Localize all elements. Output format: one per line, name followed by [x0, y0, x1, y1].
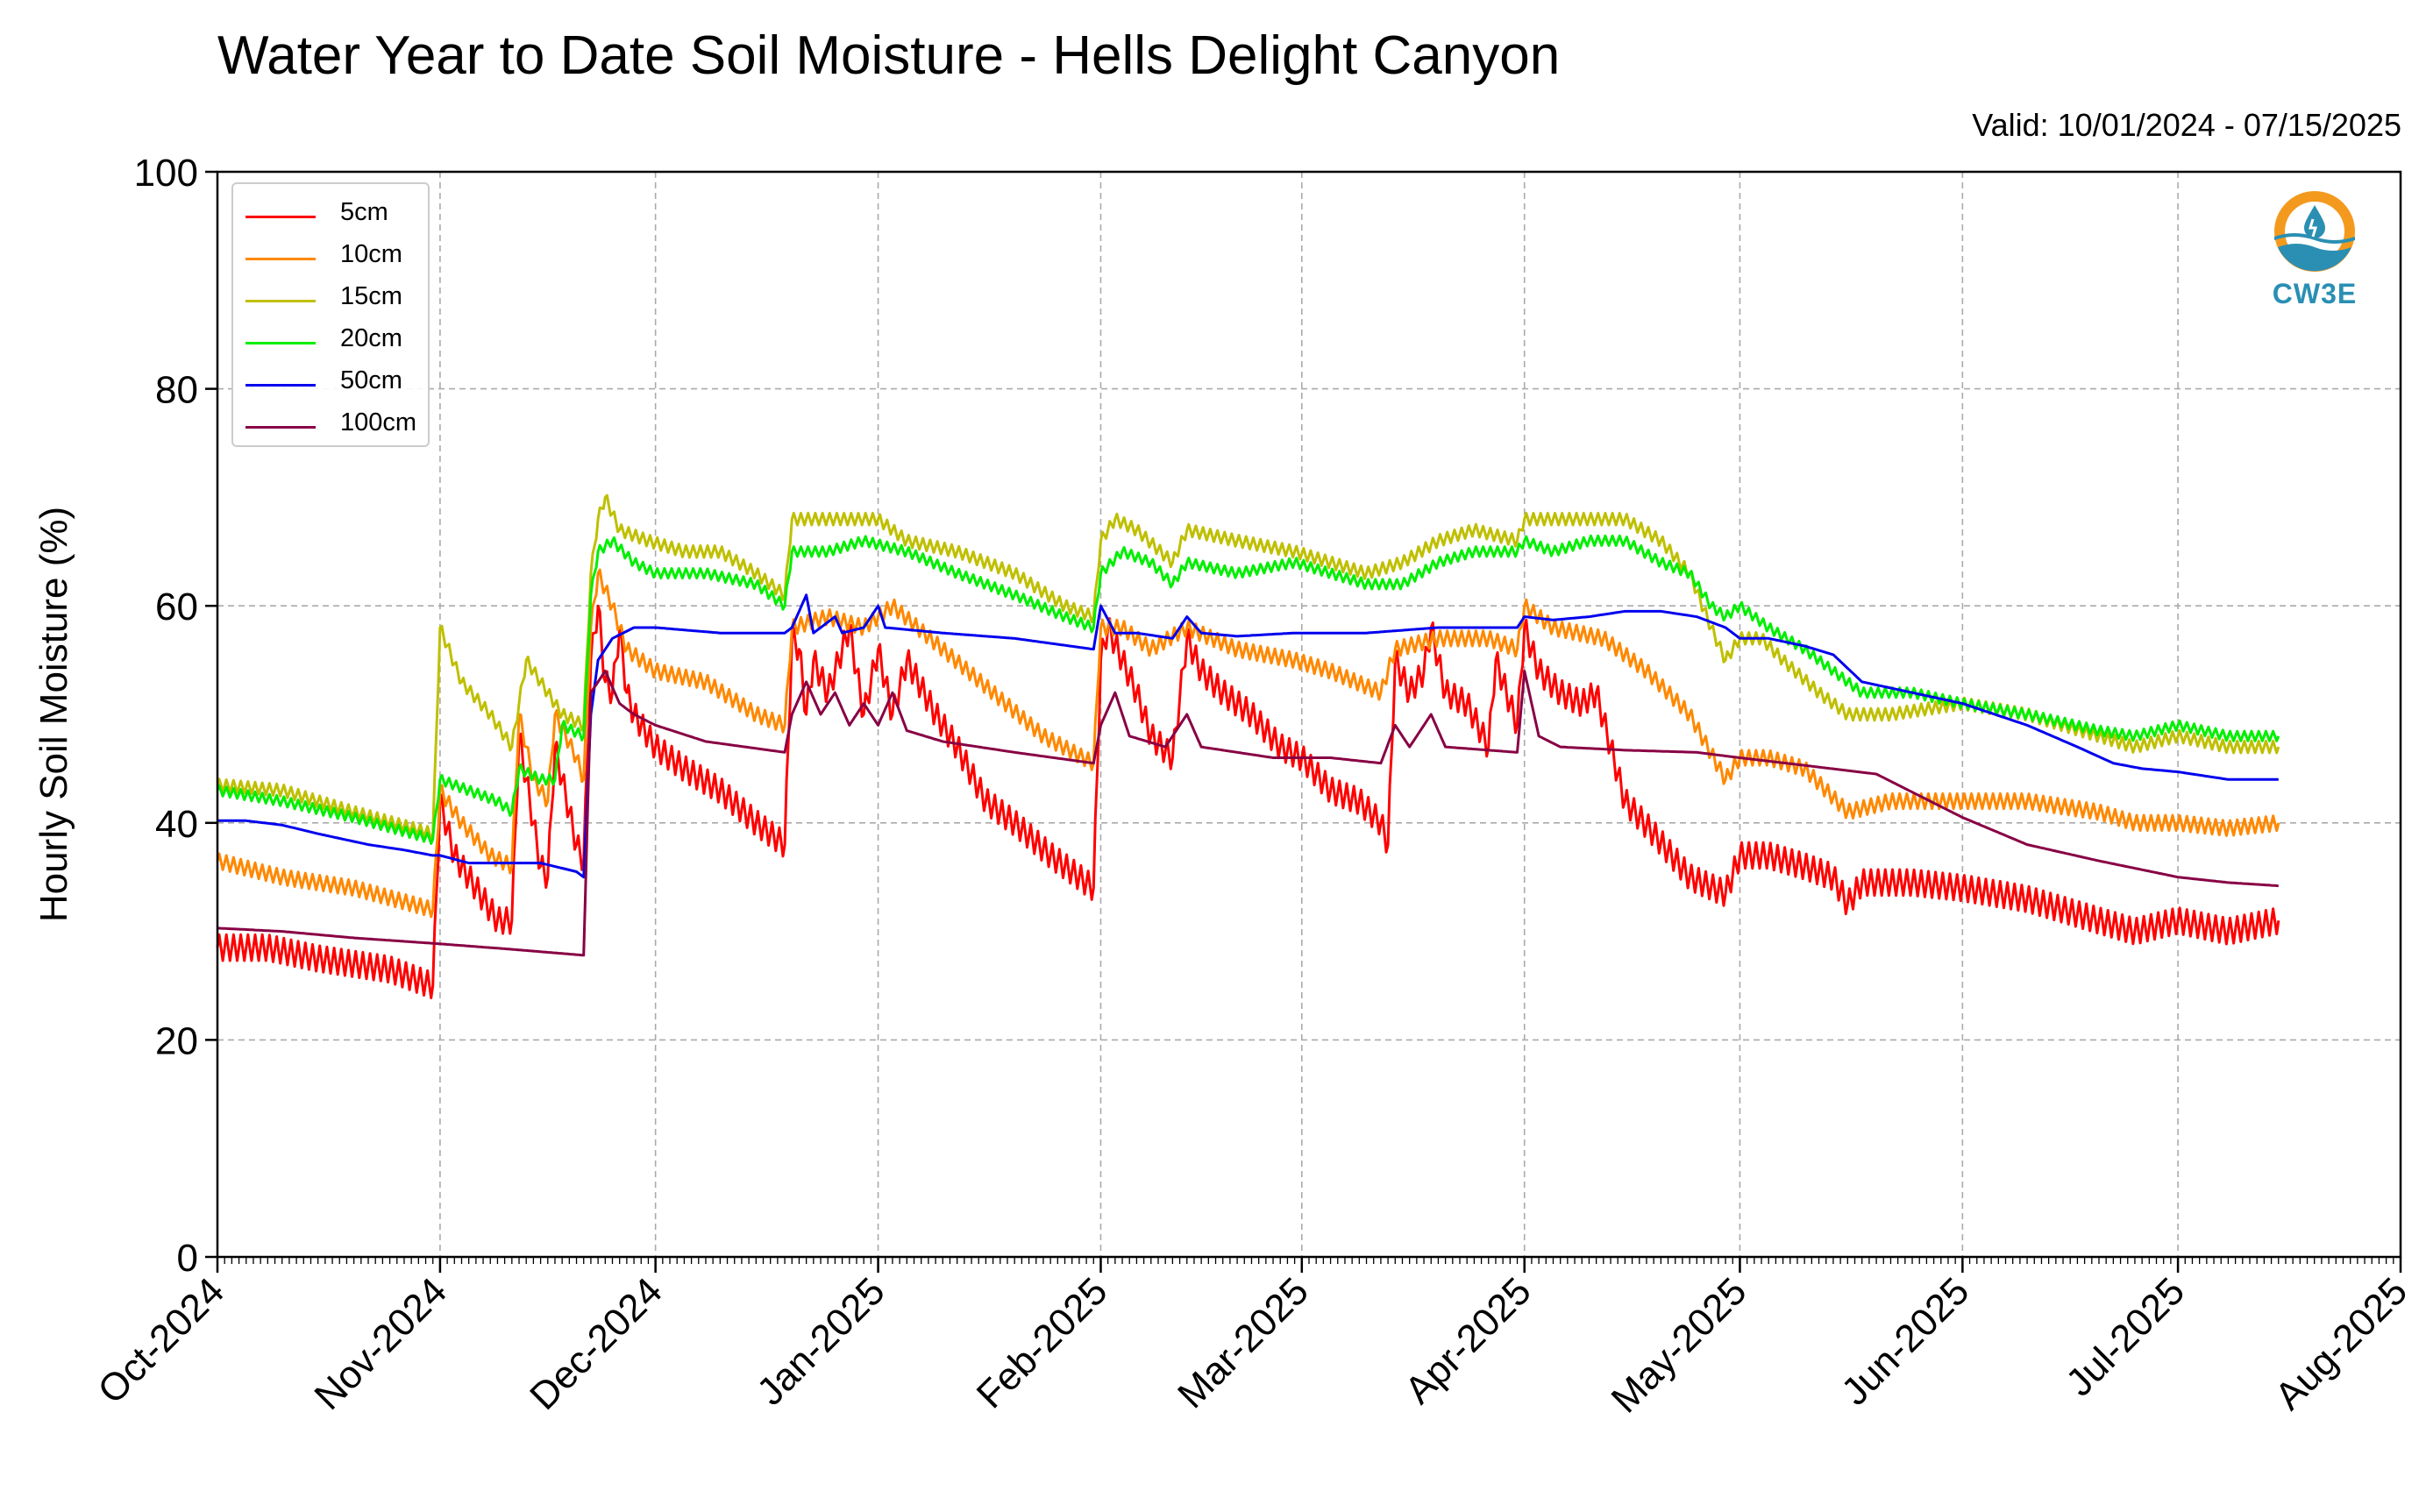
- y-tick-label: 0: [177, 1237, 198, 1280]
- series-line-10cm: [216, 568, 2280, 919]
- x-tick-label: Aug-2025: [2266, 1269, 2415, 1418]
- cw3e-logo: CW3E: [2262, 186, 2367, 310]
- legend-swatch: [245, 216, 316, 218]
- legend-label: 15cm: [340, 282, 402, 310]
- water-drop-icon: [2274, 191, 2355, 272]
- logo-text: CW3E: [2272, 278, 2358, 309]
- x-tick-label: Jul-2025: [2058, 1269, 2193, 1404]
- y-tick-label: 60: [155, 586, 198, 628]
- x-tick-label: Jan-2025: [749, 1269, 893, 1413]
- series-line-5cm: [216, 604, 2280, 1000]
- x-tick-label: Mar-2025: [1170, 1269, 1317, 1416]
- axes-frame: [216, 170, 2402, 1259]
- grid-layer: [217, 172, 2401, 1257]
- y-tick-label: 100: [134, 152, 198, 195]
- x-tick-label: Feb-2025: [969, 1269, 1116, 1416]
- series-line-15cm: [216, 493, 2280, 841]
- legend-swatch: [245, 300, 316, 302]
- legend-swatch: [245, 384, 316, 387]
- legend-swatch: [245, 342, 316, 344]
- y-tick-label: 40: [155, 803, 198, 846]
- chart-title: Water Year to Date Soil Moisture - Hells…: [217, 25, 1561, 86]
- series-line-20cm: [216, 534, 2280, 845]
- legend-label: 50cm: [340, 366, 402, 394]
- x-tick-label: Jun-2025: [1833, 1269, 1977, 1413]
- x-tick-label: Nov-2024: [306, 1269, 455, 1418]
- legend-label: 100cm: [340, 408, 417, 437]
- legend-swatch: [245, 426, 316, 429]
- valid-date-range: Valid: 10/01/2024 - 07/15/2025: [1972, 107, 2401, 143]
- x-tick-label: Oct-2024: [89, 1269, 232, 1412]
- series-line-50cm: [217, 593, 2279, 879]
- y-axis-label: Hourly Soil Moisture (%): [32, 507, 75, 922]
- legend-label: 10cm: [340, 240, 402, 268]
- legend: 5cm 10cm 15cm 20cm 50cm 100cm: [231, 182, 430, 447]
- legend-label: 5cm: [340, 198, 388, 226]
- x-tick-label: Dec-2024: [522, 1269, 671, 1418]
- legend-label: 20cm: [340, 324, 402, 352]
- y-tick-label: 80: [155, 369, 198, 412]
- x-tick-label: May-2025: [1604, 1269, 1755, 1421]
- x-tick-label: Apr-2025: [1397, 1269, 1540, 1412]
- series-line-100cm: [217, 670, 2279, 957]
- y-tick-label: 20: [155, 1019, 198, 1062]
- legend-swatch: [245, 258, 316, 260]
- series-layer: [216, 493, 2280, 1000]
